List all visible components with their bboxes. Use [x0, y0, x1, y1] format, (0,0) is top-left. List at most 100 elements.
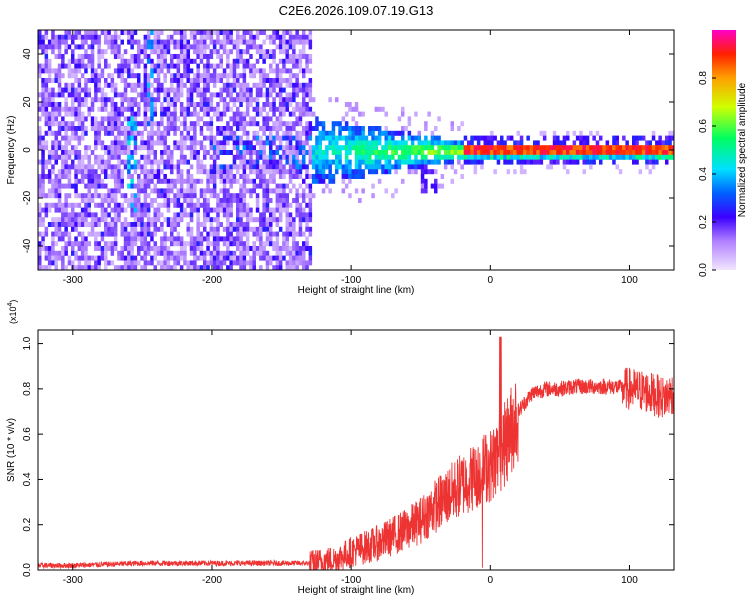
heatmap-cell — [179, 135, 184, 141]
heatmap-cell — [54, 260, 58, 266]
heatmap-cell — [44, 63, 49, 69]
heatmap-cell — [133, 150, 138, 155]
heatmap-cell — [249, 246, 253, 251]
heatmap-cell — [242, 116, 247, 122]
heatmap-cell — [265, 193, 270, 199]
heatmap-cell — [133, 164, 138, 170]
heatmap-cell — [295, 116, 299, 122]
heatmap-cell — [212, 260, 217, 266]
heatmap-cell — [212, 30, 217, 35]
heatmap-cell — [401, 178, 405, 184]
heatmap-cell — [315, 159, 319, 165]
heatmap-cell — [150, 164, 154, 170]
heatmap-cell — [447, 140, 451, 146]
heatmap-cell — [245, 121, 250, 127]
heatmap-cell — [183, 30, 187, 35]
heatmap-cell — [249, 44, 253, 50]
heatmap-cell — [493, 150, 497, 155]
heatmap-cell — [239, 255, 243, 261]
heatmap-cell — [107, 260, 111, 266]
heatmap-cell — [113, 121, 118, 127]
heatmap-cell — [90, 265, 95, 270]
heatmap-cell — [259, 164, 263, 170]
heatmap-cell — [361, 130, 365, 136]
heatmap-cell — [292, 159, 296, 165]
heatmap-cell — [143, 92, 148, 98]
heatmap-cell — [54, 255, 58, 261]
heatmap-cell — [173, 183, 177, 189]
heatmap-cell — [80, 193, 85, 199]
heatmap-cell — [295, 265, 299, 270]
heatmap-cell — [407, 159, 412, 165]
heatmap-cell — [140, 178, 144, 184]
heatmap-cell — [146, 106, 151, 112]
heatmap-cell — [414, 150, 418, 155]
heatmap-cell — [232, 78, 237, 83]
heatmap-cell — [51, 231, 55, 237]
heatmap-cell — [460, 174, 464, 179]
heatmap-cell — [140, 135, 144, 141]
heatmap-cell — [44, 193, 49, 199]
heatmap-cell — [189, 78, 194, 83]
heatmap-cell — [242, 260, 247, 266]
heatmap-cell — [199, 231, 204, 237]
heatmap-cell — [84, 250, 88, 256]
heatmap-cell — [104, 39, 108, 45]
heatmap-cell — [229, 92, 233, 98]
heatmap-cell — [288, 68, 293, 74]
heatmap-cell — [67, 135, 72, 141]
heatmap-cell — [54, 78, 58, 83]
heatmap-cell — [269, 255, 273, 261]
heatmap-cell — [166, 121, 171, 127]
heatmap-cell — [160, 49, 164, 55]
heatmap-cell — [358, 111, 362, 117]
heatmap-cell — [496, 154, 501, 160]
heatmap-cell — [259, 82, 263, 88]
heatmap-cell — [285, 78, 289, 83]
heatmap-cell — [196, 236, 200, 242]
heatmap-cell — [127, 174, 131, 179]
heatmap-cell — [104, 82, 108, 88]
heatmap-cell — [226, 255, 230, 261]
heatmap-cell — [44, 207, 49, 213]
heatmap-cell — [377, 159, 382, 165]
heatmap-cell — [41, 174, 45, 179]
heatmap-cell — [90, 222, 95, 227]
heatmap-cell — [216, 241, 220, 247]
heatmap-cell — [655, 140, 659, 146]
heatmap-cell — [302, 54, 306, 59]
heatmap-cell — [480, 159, 484, 165]
heatmap-cell — [523, 145, 527, 151]
heatmap-cell — [179, 169, 184, 175]
heatmap-cell — [77, 106, 82, 112]
heatmap-cell — [331, 135, 336, 141]
heatmap-cell — [595, 145, 600, 151]
heatmap-cell — [84, 202, 88, 208]
heatmap-cell — [391, 135, 395, 141]
heatmap-cell — [450, 164, 454, 170]
heatmap-cell — [351, 130, 355, 136]
heatmap-cell — [107, 44, 111, 50]
heatmap-cell — [288, 54, 293, 59]
heatmap-cell — [539, 150, 544, 155]
heatmap-cell — [252, 68, 256, 74]
heatmap-cell — [67, 58, 72, 64]
heatmap-cell — [440, 145, 445, 151]
heatmap-cell — [305, 82, 309, 88]
heatmap-cell — [298, 183, 303, 189]
heatmap-cell — [476, 150, 481, 155]
heatmap-cell — [420, 164, 425, 170]
snr-series-line — [38, 336, 674, 570]
heatmap-cell — [133, 145, 138, 151]
heatmap-cell — [262, 145, 266, 151]
heatmap-cell — [100, 183, 105, 189]
heatmap-cell — [186, 106, 190, 112]
heatmap-cell — [615, 145, 619, 151]
heatmap-cell — [292, 44, 296, 50]
heatmap-cell — [143, 193, 148, 199]
heatmap-cell — [143, 54, 148, 59]
heatmap-cell — [77, 231, 82, 237]
heatmap-cell — [193, 130, 197, 136]
heatmap-cell — [163, 159, 167, 165]
heatmap-cell — [212, 159, 217, 165]
